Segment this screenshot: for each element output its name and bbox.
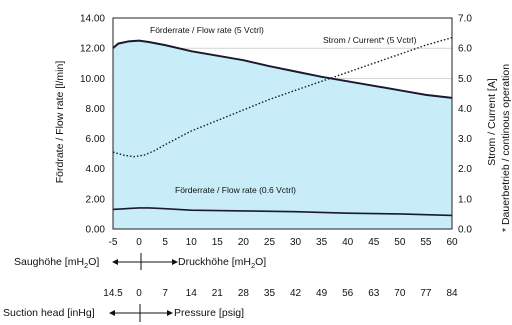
secondary-x-tick-label: 84	[446, 288, 458, 299]
flow-rate-06v-line	[112, 207, 453, 217]
x-tick-label: 10	[186, 237, 198, 248]
plot-frame	[112, 17, 453, 230]
right-tick-label: 6.0	[458, 44, 472, 55]
x-tick-label: 20	[238, 237, 250, 248]
right-axis-ticks: 0.0 1.0 2.0 3.0 4.0 5.0 6.0 7.0	[458, 14, 472, 236]
right-axis-title: Strom / Current [A]	[486, 78, 498, 166]
left-axis-ticks: 0.00 2.00 4.00 6.00 8.00 10.00 12.00 14.00	[80, 14, 105, 236]
x-tick-label: 0	[136, 237, 142, 248]
secondary-x-tick-label: 21	[212, 288, 224, 299]
legend-pressure-height: Druckhöhe [mH2O]	[178, 256, 266, 270]
x-tick-label: 55	[420, 237, 432, 248]
flow-rate-5v-line	[112, 39, 453, 99]
current-5v-line	[112, 36, 453, 158]
right-tick-label: 7.0	[458, 14, 472, 25]
secondary-x-tick-label: 63	[368, 288, 380, 299]
secondary-x-tick-label: 70	[394, 288, 406, 299]
label-flow-rate-5v: Förderrate / Flow rate (5 Vctrl)	[150, 25, 264, 35]
x-tick-label: 35	[316, 237, 328, 248]
x-tick-label: 40	[342, 237, 354, 248]
secondary-x-tick-label: 56	[342, 288, 354, 299]
x-tick-label: 45	[368, 237, 380, 248]
right-tick-label: 3.0	[458, 134, 472, 145]
left-tick-label: 10.00	[80, 74, 105, 85]
left-tick-label: 2.00	[86, 194, 106, 205]
arrow-row-2	[109, 304, 173, 322]
left-tick-label: 12.00	[80, 44, 105, 55]
left-axis-title: Fördrate / Flow rate [l/min]	[54, 61, 66, 184]
right-tick-label: 4.0	[458, 104, 472, 115]
secondary-x-tick-label: 0	[136, 288, 142, 299]
x-tick-label: 5	[162, 237, 168, 248]
left-tick-label: 6.00	[86, 134, 106, 145]
secondary-x-tick-label: 7	[162, 288, 168, 299]
secondary-x-tick-label: 77	[420, 288, 432, 299]
right-axis-note: * Dauerbetrieb / continous operation	[500, 64, 512, 232]
secondary-x-tick-label: 28	[238, 288, 250, 299]
x-tick-label: -5	[109, 237, 118, 248]
legend-pressure-psig: Pressure [psig]	[174, 307, 244, 319]
secondary-x-axis-ticks: 14.5 0 7 14 21 28 35 42 49 56 63 70 77 84	[103, 288, 458, 299]
legend-suction-head: Suction head [inHg]	[3, 307, 95, 319]
left-tick-label: 4.00	[86, 164, 106, 175]
left-tick-label: 0.00	[86, 225, 106, 236]
secondary-x-tick-label: 49	[316, 288, 328, 299]
flow-rate-5v-area	[113, 40, 452, 229]
left-tick-label: 8.00	[86, 104, 106, 115]
right-tick-label: 2.0	[458, 164, 472, 175]
left-tick-label: 14.00	[80, 14, 105, 25]
secondary-x-tick-label: 14	[186, 288, 198, 299]
label-flow-rate-06v: Förderrate / Flow rate (0.6 Vctrl)	[175, 185, 296, 195]
x-tick-label: 15	[212, 237, 224, 248]
x-tick-label: 50	[394, 237, 406, 248]
x-tick-label: 60	[446, 237, 458, 248]
x-tick-label: 30	[290, 237, 302, 248]
right-tick-label: 1.0	[458, 194, 472, 205]
x-tick-label: 25	[264, 237, 276, 248]
secondary-x-tick-label: 14.5	[103, 288, 123, 299]
legend-suction-height: Saughöhe [mH2O]	[14, 256, 99, 270]
right-tick-label: 0.0	[458, 225, 472, 236]
secondary-x-tick-label: 42	[290, 288, 302, 299]
label-current-5v: Strom / Current* (5 Vctrl)	[323, 35, 417, 45]
arrow-row-1	[112, 253, 178, 270]
secondary-x-tick-label: 35	[264, 288, 276, 299]
x-axis-ticks: -5 0 5 10 15 20 25 30 35 40 45 50 55 60	[109, 237, 458, 248]
right-tick-label: 5.0	[458, 74, 472, 85]
